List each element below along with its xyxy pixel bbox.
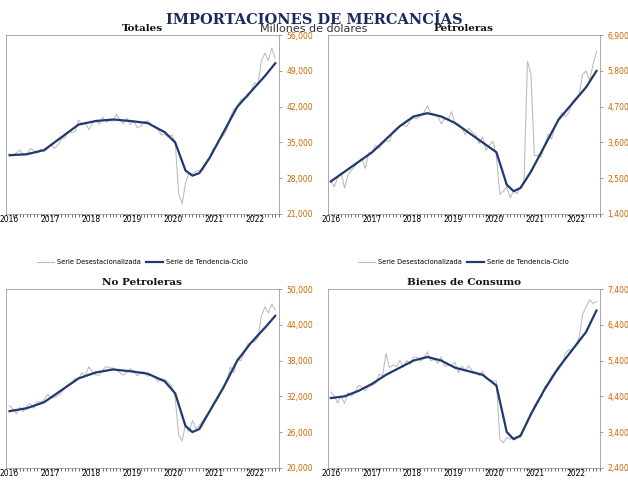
Text: Millones de dólares: Millones de dólares (261, 24, 367, 34)
Text: IMPORTACIONES DE MERCANCÍAS: IMPORTACIONES DE MERCANCÍAS (166, 13, 462, 27)
Title: No Petroleras: No Petroleras (102, 278, 182, 287)
Title: Petroleras: Petroleras (434, 24, 494, 33)
Legend: Serie Desestacionalizada, Serie de Tendencia-Ciclo: Serie Desestacionalizada, Serie de Tende… (35, 257, 251, 268)
Legend: Serie Desestacionalizada, Serie de Tendencia-Ciclo: Serie Desestacionalizada, Serie de Tende… (355, 257, 571, 268)
Title: Totales: Totales (122, 24, 163, 33)
Title: Bienes de Consumo: Bienes de Consumo (406, 278, 521, 287)
